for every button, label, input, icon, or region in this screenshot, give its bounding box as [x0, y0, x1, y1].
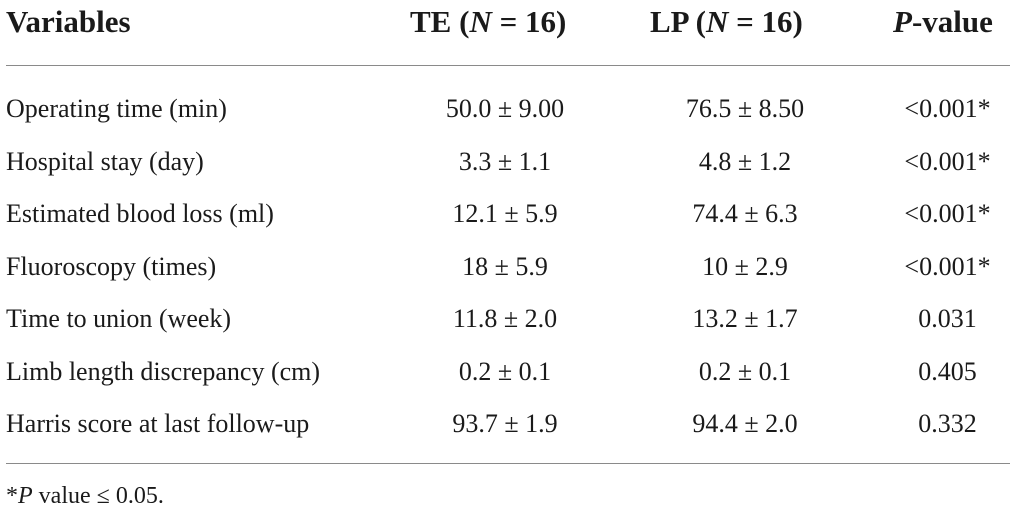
cell-lp: 10 ± 2.9	[702, 251, 788, 281]
cell-te: 0.2 ± 0.1	[458, 356, 552, 386]
cell-lp: 4.8 ± 1.2	[698, 146, 792, 176]
cell-te: 3.3 ± 1.1	[458, 146, 552, 176]
cell-p-value: <0.001*	[904, 199, 991, 228]
cell-lp: 13.2 ± 1.7	[692, 304, 798, 333]
cell-variable: Harris score at last follow-up	[6, 409, 310, 438]
cell-lp: 94.4 ± 2.0	[692, 409, 798, 438]
cell-p-value: 0.031	[918, 304, 977, 333]
cell-te: 93.7 ± 1.9	[452, 409, 558, 438]
cell-lp: 0.2 ± 0.1	[698, 356, 792, 386]
cell-p-value: <0.001*	[904, 94, 991, 123]
cell-te: 18 ± 5.9	[462, 251, 548, 281]
cell-variable: Limb length discrepancy (cm)	[6, 356, 321, 386]
header-p-value: P-value	[893, 4, 993, 39]
header-rule	[6, 65, 1010, 66]
cell-lp: 76.5 ± 8.50	[685, 94, 805, 123]
cell-p-value: 0.405	[918, 356, 977, 386]
cell-variable: Fluoroscopy (times)	[6, 251, 217, 281]
cell-variable: Estimated blood loss (ml)	[6, 199, 274, 228]
cell-p-value: <0.001*	[904, 146, 991, 176]
cell-te: 12.1 ± 5.9	[452, 199, 558, 228]
cell-variable: Time to union (week)	[6, 304, 232, 333]
cell-variable: Operating time (min)	[6, 94, 227, 123]
cell-p-value: <0.001*	[904, 251, 991, 281]
bottom-rule	[6, 463, 1010, 464]
cell-p-value: 0.332	[918, 409, 977, 438]
cell-lp: 74.4 ± 6.3	[692, 199, 798, 228]
header-te: TE (N = 16)	[410, 4, 567, 39]
header-lp: LP (N = 16)	[650, 4, 803, 39]
footnote: *P value ≤ 0.05.	[6, 483, 164, 509]
cell-variable: Hospital stay (day)	[6, 146, 204, 176]
cell-te: 11.8 ± 2.0	[452, 304, 558, 333]
cell-te: 50.0 ± 9.00	[445, 94, 565, 123]
header-variables: Variables	[6, 4, 131, 39]
